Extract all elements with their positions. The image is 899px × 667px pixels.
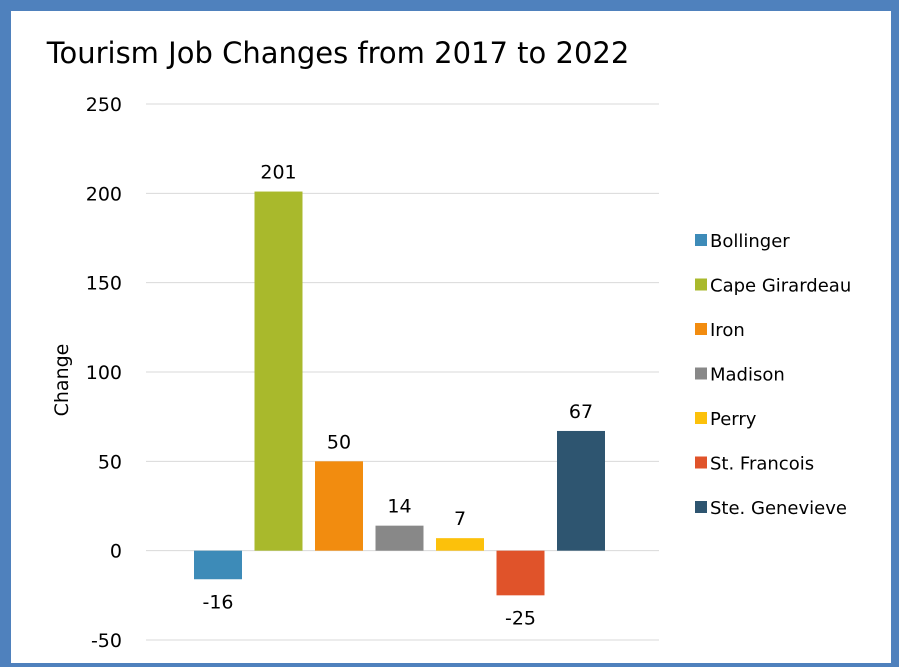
y-tick-label: 250: [86, 94, 122, 116]
legend-swatch: [695, 367, 707, 380]
legend-swatch: [695, 278, 707, 291]
data-label: 50: [327, 431, 351, 453]
legend-label: St. Francois: [710, 454, 814, 475]
data-label: 14: [387, 496, 411, 518]
y-tick-label: 50: [98, 451, 122, 473]
bar-cape-girardeau: [254, 191, 303, 551]
chart: Tourism Job Changes from 2017 to 2022 Ch…: [46, 36, 852, 652]
bar-st-francois: [496, 550, 545, 596]
data-label: 201: [260, 162, 296, 184]
legend-label: Iron: [710, 320, 745, 341]
y-tick-label: 100: [86, 362, 122, 384]
y-tick-label: 0: [110, 541, 122, 563]
y-tick-label: 200: [86, 183, 122, 205]
bar-ste-genevieve: [557, 430, 605, 551]
bars: [194, 191, 605, 596]
legend-swatch: [695, 501, 707, 513]
legend-label: Madison: [710, 365, 785, 386]
bar-iron: [315, 461, 363, 551]
data-label: -16: [202, 591, 233, 613]
chart-frame: Tourism Job Changes from 2017 to 2022 Ch…: [11, 11, 891, 663]
data-label: 7: [454, 508, 466, 530]
legend-swatch: [695, 456, 707, 469]
legend-swatch: [695, 234, 707, 246]
y-axis-ticks: -50 0 50 100 150 200 250: [86, 94, 122, 652]
data-label: -25: [505, 607, 536, 629]
legend-label: Ste. Genevieve: [710, 498, 847, 519]
legend-label: Cape Girardeau: [710, 276, 851, 297]
bar-bollinger: [194, 550, 242, 580]
y-tick-label: -50: [91, 630, 122, 652]
y-axis-title: Change: [51, 344, 73, 417]
chart-title: Tourism Job Changes from 2017 to 2022: [46, 36, 630, 70]
data-label: 67: [569, 401, 593, 423]
legend-label: Perry: [710, 409, 757, 430]
legend-label: Bollinger: [710, 231, 790, 252]
legend-swatch: [695, 412, 707, 424]
bar-perry: [436, 538, 484, 551]
legend: Bollinger Cape Girardeau Iron Madison Perry S…: [695, 231, 851, 519]
y-tick-label: 150: [86, 273, 122, 295]
legend-swatch: [695, 323, 707, 335]
data-labels: -16 201 50 14 7 -25 67: [202, 162, 593, 630]
bar-madison: [375, 525, 424, 551]
